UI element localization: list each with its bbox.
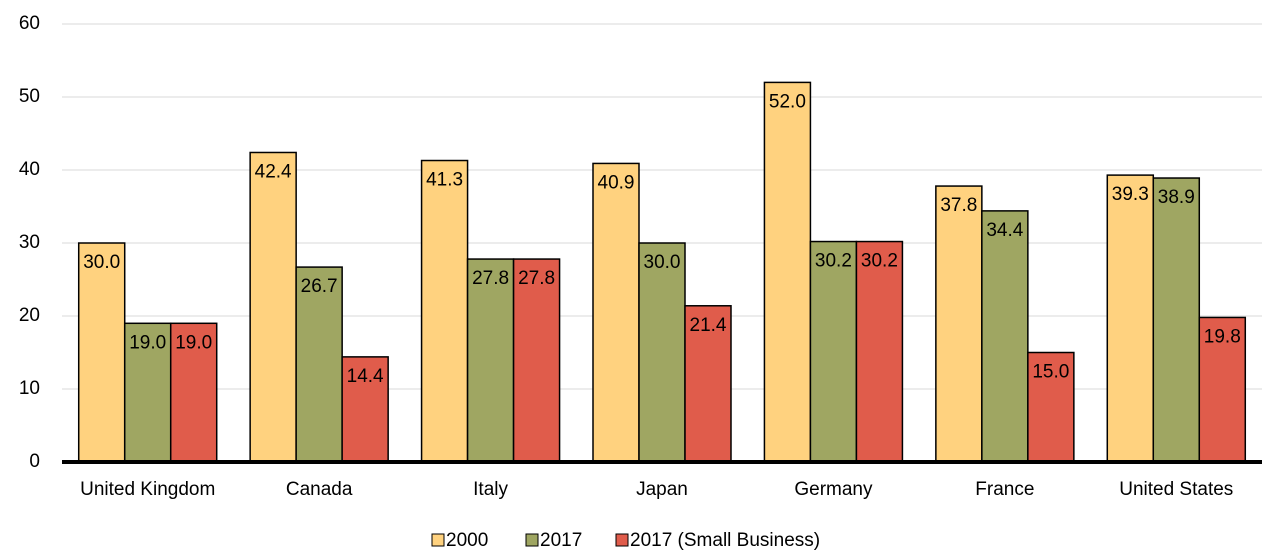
x-tick-label: Germany <box>794 479 873 500</box>
x-tick-label: Canada <box>286 479 353 500</box>
x-tick-label: United Kingdom <box>80 479 215 500</box>
y-tick-label: 60 <box>19 13 40 34</box>
data-label: 38.9 <box>1158 187 1195 208</box>
bar <box>1152 177 1201 463</box>
x-tick-label: Japan <box>636 479 688 500</box>
bar <box>592 162 640 463</box>
bar <box>763 81 812 463</box>
x-tick-label: United States <box>1119 479 1233 500</box>
x-tick-label: Italy <box>473 479 508 500</box>
bar <box>981 210 1029 463</box>
bar <box>1027 351 1075 463</box>
legend-label: 2017 <box>540 530 582 551</box>
data-label: 26.7 <box>301 276 338 297</box>
bar <box>1198 316 1247 463</box>
data-label: 37.8 <box>940 195 977 216</box>
data-label: 42.4 <box>255 161 292 182</box>
y-tick-label: 30 <box>19 232 40 253</box>
data-label: 21.4 <box>690 315 727 336</box>
y-tick-label: 50 <box>19 86 40 107</box>
data-label: 39.3 <box>1112 184 1149 205</box>
data-label: 15.0 <box>1032 362 1069 383</box>
y-tick-label: 20 <box>19 305 40 326</box>
data-label: 30.0 <box>644 252 681 273</box>
bar <box>684 305 732 463</box>
bar <box>855 240 904 463</box>
data-label: 30.2 <box>861 251 898 272</box>
y-tick-label: 0 <box>29 451 40 472</box>
data-label: 41.3 <box>426 170 463 191</box>
legend-label: 2000 <box>446 530 488 551</box>
x-tick-label: France <box>975 479 1034 500</box>
data-label: 27.8 <box>518 268 555 289</box>
legend-swatch <box>431 533 445 547</box>
legend-swatch <box>525 533 539 547</box>
data-label: 30.0 <box>83 252 120 273</box>
data-label: 34.4 <box>986 220 1023 241</box>
bar <box>77 242 126 463</box>
bar <box>420 159 469 463</box>
data-label: 19.8 <box>1204 326 1241 347</box>
y-tick-label: 40 <box>19 159 40 180</box>
data-label: 14.4 <box>347 366 384 387</box>
data-label: 19.0 <box>175 332 212 353</box>
legend-label: 2017 (Small Business) <box>630 530 820 551</box>
data-label: 52.0 <box>769 91 806 112</box>
bar <box>1106 174 1155 463</box>
data-label: 30.2 <box>815 251 852 272</box>
data-label: 27.8 <box>472 268 509 289</box>
bar <box>935 185 983 463</box>
bar <box>638 242 686 463</box>
bar <box>809 240 858 463</box>
bar <box>512 258 561 463</box>
bar <box>169 322 218 463</box>
bar <box>466 258 515 463</box>
y-tick-label: 10 <box>19 378 40 399</box>
data-label: 19.0 <box>129 332 166 353</box>
data-label: 40.9 <box>598 172 635 193</box>
legend-swatch <box>615 533 629 547</box>
bar <box>249 151 297 463</box>
